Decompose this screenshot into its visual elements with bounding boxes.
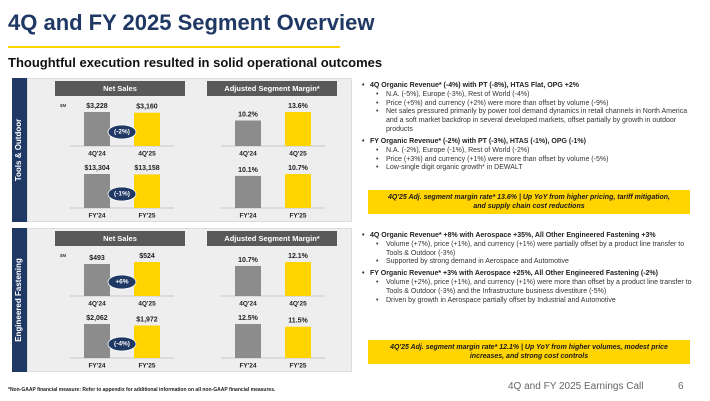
bar [84,112,110,146]
bar [134,174,160,208]
commentary: 4Q Organic Revenue* +8% with Aerospace +… [362,232,694,309]
value-label: $524 [139,253,155,260]
value-label: $13,304 [84,165,109,172]
category-label: FY'25 [289,363,306,370]
value-label: 10.2% [238,111,259,118]
bullet: Driven by growth in Aerospace partially … [362,297,694,306]
bullet: Volume (+7%), price (+1%), and currency … [362,241,694,259]
category-label: 4Q'24 [239,301,257,308]
page-number: 6 [678,381,684,392]
category-label: FY'24 [88,213,105,220]
title: 4Q and FY 2025 Segment Overview [8,10,375,35]
callout: 4Q'25 Adj. segment margin rate* 12.1% | … [368,340,690,364]
change-badge [107,274,137,290]
block-heading: 4Q Organic Revenue* +8% with Aerospace +… [362,232,694,241]
bullet: Net sales pressured primarily by power t… [362,108,694,134]
category-label: FY'25 [138,213,155,220]
bar [235,175,261,208]
block-heading: 4Q Organic Revenue* (-4%) with PT (-8%),… [362,82,694,91]
value-label: 10.7% [288,165,309,172]
bar [235,120,261,146]
title-underline [8,46,340,48]
change-badge [107,124,137,140]
bar [134,112,160,146]
value-label: 11.5% [288,318,308,325]
event-name: 4Q and FY 2025 Earnings Call [508,381,644,392]
commentary-block: 4Q Organic Revenue* +8% with Aerospace +… [362,232,694,267]
block-heading: FY Organic Revenue* (-2%) with PT (-3%),… [362,138,694,147]
unit-label: $M [60,103,67,108]
category-label: 4Q'24 [88,301,106,308]
bar [285,262,311,296]
bullet: N.A. (-2%), Europe (-1%), Rest of World … [362,147,694,156]
change-badge [107,336,137,352]
category-label: 4Q'24 [239,151,257,158]
value-label: $2,062 [86,315,108,322]
bar [285,112,311,146]
category-label: 4Q'25 [138,151,156,158]
category-label: FY'24 [239,213,256,220]
bullet: Supported by strong demand in Aerospace … [362,258,694,267]
segment-bar [12,228,27,372]
change-badge [107,186,137,202]
bar [84,324,110,358]
value-label: 12.5% [238,315,259,322]
category-label: 4Q'25 [138,301,156,308]
bar [84,174,110,208]
change-label: (-4%) [114,341,130,348]
value-label: $493 [89,255,105,262]
bar [285,326,311,358]
commentary: 4Q Organic Revenue* (-4%) with PT (-8%),… [362,82,694,176]
margin-header: Adjusted Segment Margin* [207,81,337,96]
value-label: $3,160 [136,104,158,111]
footnote: *Non-GAAP financial measure: Refer to ap… [8,387,276,393]
bar [285,174,311,208]
value-label: 13.6% [288,103,309,110]
change-label: +6% [115,279,128,286]
value-label: $1,972 [136,316,158,323]
category-label: 4Q'24 [88,151,106,158]
bar [134,325,160,358]
unit-label: $M [60,253,67,258]
bar [134,262,160,296]
category-label: 4Q'25 [289,151,307,158]
value-label: 12.1% [288,253,309,260]
category-label: 4Q'25 [289,301,307,308]
value-label: 10.7% [238,257,259,264]
category-label: FY'25 [289,213,306,220]
bullet: Price (+5%) and currency (+2%) were more… [362,100,694,109]
segment-bar [12,78,27,222]
commentary-block: FY Organic Revenue* +3% with Aerospace +… [362,270,694,305]
category-label: FY'24 [88,363,105,370]
change-label: (-1%) [114,191,130,198]
category-label: FY'25 [138,363,155,370]
margin-header: Adjusted Segment Margin* [207,231,337,246]
callout: 4Q'25 Adj. segment margin rate* 13.6% | … [368,190,690,214]
value-label: 10.1% [238,167,259,174]
commentary-block: FY Organic Revenue* (-2%) with PT (-3%),… [362,138,694,173]
bar [235,324,261,358]
change-label: (-2%) [114,129,130,136]
net-sales-header: Net Sales [55,231,185,246]
bar [84,264,110,296]
net-sales-header: Net Sales [55,81,185,96]
value-label: $13,158 [134,165,159,172]
bar [235,265,261,296]
category-label: FY'24 [239,363,256,370]
bullet: Volume (+2%), price (+1%), and currency … [362,279,694,297]
bullet: N.A. (-5%), Europe (-3%), Rest of World … [362,91,694,100]
block-heading: FY Organic Revenue* +3% with Aerospace +… [362,270,694,279]
bullet: Price (+3%) and currency (+1%) were more… [362,156,694,165]
bullet: Low-single digit organic growth* in DEWA… [362,164,694,173]
subtitle: Thoughtful execution resulted in solid o… [8,55,383,70]
value-label: $3,228 [86,103,108,110]
commentary-block: 4Q Organic Revenue* (-4%) with PT (-8%),… [362,82,694,135]
